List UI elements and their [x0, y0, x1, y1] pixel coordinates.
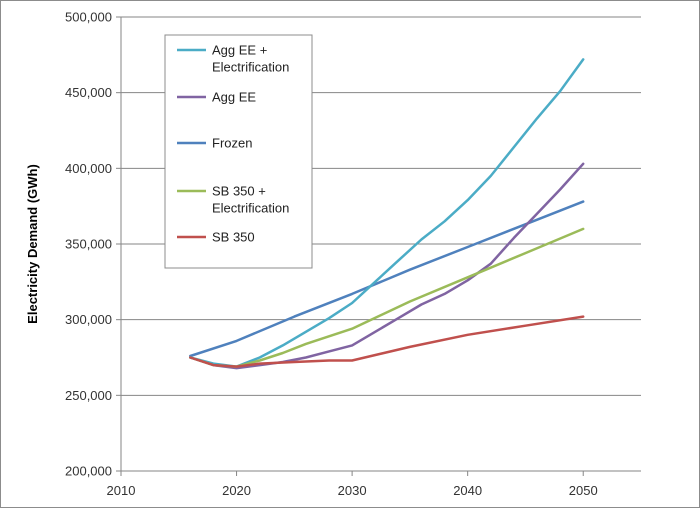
- series-line-0: [189, 58, 585, 368]
- y-tick-label: 500,000: [65, 10, 112, 25]
- legend-item: Agg EE: [177, 90, 256, 105]
- y-tick-label: 400,000: [65, 161, 112, 176]
- legend-box: [164, 34, 313, 269]
- y-tick-label: 450,000: [65, 85, 112, 100]
- legend-label: Frozen: [212, 136, 252, 151]
- legend-item: SB 350: [177, 230, 255, 245]
- series-lines: [189, 58, 585, 370]
- series-line-4: [189, 315, 585, 368]
- legend-label: SB 350: [212, 230, 255, 245]
- legend-label: Agg EE + Electrification: [212, 43, 289, 75]
- y-tick-label: 200,000: [65, 464, 112, 479]
- legend-item: Agg EE + Electrification: [177, 43, 289, 75]
- legend-label: SB 350 + Electrification: [212, 184, 289, 216]
- series-line-2: [189, 200, 585, 358]
- legend-label: Agg EE: [212, 90, 256, 105]
- series-line-1: [189, 162, 585, 370]
- legend-item: SB 350 + Electrification: [177, 184, 289, 216]
- x-tick-label: 2030: [338, 483, 367, 498]
- x-tick-label: 2040: [453, 483, 482, 498]
- legend: Agg EE + Electrification Agg EE Frozen SB 35…: [164, 34, 313, 269]
- y-axis-title: Electricity Demand (GWh): [25, 164, 40, 324]
- axis-ticks: [116, 16, 584, 476]
- y-tick-label: 250,000: [65, 388, 112, 403]
- y-tick-label: 300,000: [65, 312, 112, 327]
- x-tick-label: 2050: [569, 483, 598, 498]
- y-tick-labels: 200,000 250,000 300,000 350,000 400,000 450,0…: [65, 10, 112, 479]
- x-tick-labels: 2010 2020 2030 2040 2050: [107, 483, 598, 498]
- y-tick-label: 350,000: [65, 237, 112, 252]
- legend-item: Frozen: [177, 136, 252, 151]
- x-tick-label: 2020: [222, 483, 251, 498]
- x-tick-label: 2010: [107, 483, 136, 498]
